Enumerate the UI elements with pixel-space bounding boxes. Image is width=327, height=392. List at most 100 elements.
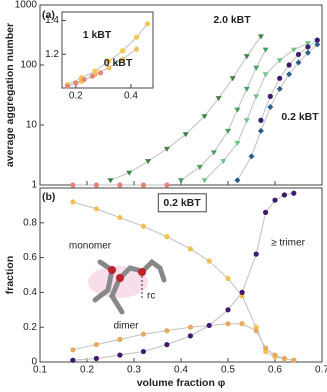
annotation-box [157,193,207,213]
point [206,322,212,329]
point [107,178,114,184]
point [70,347,76,353]
annotation: (a) [42,9,55,21]
y-tick-label: 1.2 [45,49,59,60]
point [295,51,302,58]
point [286,62,292,68]
y-axis-label: fraction [4,256,16,295]
point [120,56,126,62]
y-axis-label: average aggregation number [4,23,16,167]
point [272,352,278,358]
x-tick-label: 0.2 [80,365,94,376]
y-tick-label: 0.6 [23,252,37,263]
y-tick-label: 0 [31,357,37,368]
point [164,234,170,240]
point [164,328,170,334]
point [314,37,320,43]
point [140,182,146,188]
point [210,150,217,156]
x-tick-label: 0.4 [174,365,188,376]
point [253,328,259,334]
annotation: ≥ trimer [271,238,305,249]
x-tick-label: 0.2 [69,91,83,102]
point [106,65,112,71]
annotation: 1 kBT [83,29,112,41]
point [93,342,99,348]
plot-frame [61,11,154,89]
point [220,159,227,165]
point [239,289,245,295]
y-tick-label: 0.4 [23,287,37,298]
series-line [110,36,262,181]
point [262,47,269,53]
point [276,58,283,64]
point [81,76,87,83]
point [291,357,297,363]
point [89,73,95,79]
annotation: 0.2 kBT [281,111,319,123]
point [234,107,241,113]
y-tick-label: 1 [31,180,37,191]
point [187,246,193,252]
point [258,117,264,123]
point [163,146,170,152]
point [243,118,250,124]
y-tick-label: 1.4 [45,15,59,26]
point [267,103,274,110]
point [304,41,311,47]
x-axis-label: volume fraction φ [137,377,226,389]
point [229,76,236,82]
point [206,258,212,264]
annotation: 0 kBT [104,57,133,69]
point [286,71,293,78]
point [281,192,287,198]
point [263,345,269,351]
point [144,21,151,27]
point [290,47,297,53]
molecule-cartoon [88,258,167,315]
point [263,209,269,215]
point [196,164,203,170]
point [93,355,99,362]
point [201,114,208,120]
point [243,86,250,92]
point [93,206,99,212]
point [133,46,140,52]
point [64,83,71,89]
plot-frame [39,187,323,363]
point [239,321,245,327]
point [257,127,264,134]
point [73,80,79,86]
point [133,34,140,40]
point [215,96,222,102]
point [187,324,193,330]
point [106,58,112,64]
point [70,357,76,363]
x-tick-label: 0.7 [315,365,327,376]
point [248,153,255,160]
point [187,333,193,339]
x-tick-label: 0.3 [127,365,141,376]
point [201,178,208,184]
annotation: (b) [42,191,55,203]
point [140,331,146,337]
point [164,342,170,348]
point [234,141,241,147]
point [262,72,269,78]
point [225,307,231,313]
point [253,65,260,71]
point [277,75,283,81]
series-line [72,323,294,361]
point [225,128,231,134]
point [272,197,278,203]
y-tick-label: 0.8 [23,217,37,228]
annotation: monomer [69,241,112,252]
annotation: dimer [113,321,139,332]
y-tick-label: 0.2 [23,322,37,333]
point [182,132,189,138]
point [145,159,152,165]
point [178,178,184,184]
point [70,199,76,205]
x-tick-label: 0.6 [268,365,282,376]
point [70,182,76,188]
